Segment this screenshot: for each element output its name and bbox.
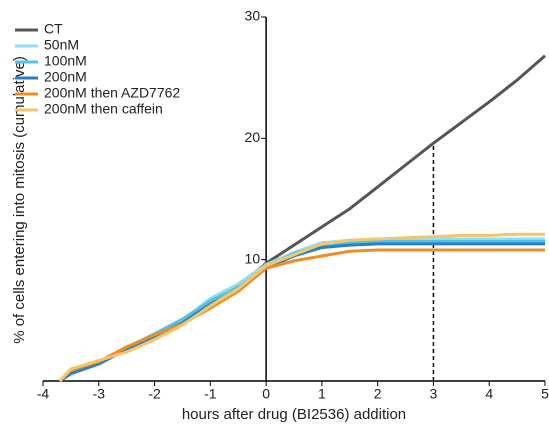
legend-label: 100nM bbox=[44, 53, 87, 69]
y-axis-label: % of cells entering into mitosis (cumula… bbox=[11, 56, 28, 344]
x-tick-label: 0 bbox=[262, 386, 270, 402]
x-tick-label: 3 bbox=[430, 386, 438, 402]
series-line bbox=[58, 240, 545, 383]
y-tick-label: 10 bbox=[245, 250, 261, 266]
x-tick-label: 4 bbox=[485, 386, 493, 402]
x-tick-label: -3 bbox=[93, 386, 106, 402]
x-tick-label: 1 bbox=[318, 386, 326, 402]
y-tick-label: 30 bbox=[245, 8, 261, 24]
y-tick-label: 20 bbox=[245, 129, 261, 145]
x-tick-label: -2 bbox=[148, 386, 161, 402]
legend-label: 200nM bbox=[44, 69, 87, 85]
legend-label: CT bbox=[44, 21, 63, 37]
x-tick-label: -4 bbox=[37, 386, 50, 402]
x-tick-label: 5 bbox=[541, 386, 549, 402]
series-line bbox=[58, 248, 545, 383]
legend-label: 200nM then AZD7762 bbox=[44, 85, 180, 101]
x-tick-label: 2 bbox=[374, 386, 382, 402]
legend-label: 200nM then caffein bbox=[44, 101, 163, 117]
series-line bbox=[58, 232, 545, 383]
x-axis-label: hours after drug (BI2536) addition bbox=[182, 406, 406, 423]
legend-label: 50nM bbox=[44, 37, 79, 53]
series-line bbox=[58, 242, 545, 383]
x-tick-label: -1 bbox=[204, 386, 217, 402]
